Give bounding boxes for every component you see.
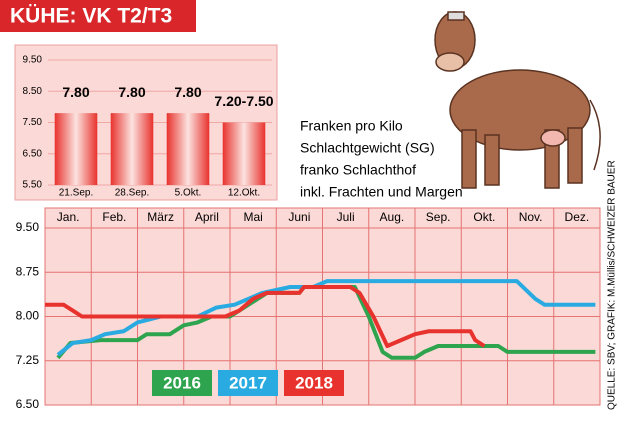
y-tick-label: 6.50	[23, 148, 43, 159]
legend-label: 2017	[229, 373, 267, 392]
x-tick-label: Feb.	[102, 210, 126, 224]
bar	[166, 113, 210, 185]
x-tick-label: Juli	[337, 210, 355, 224]
x-tick-label: Sep.	[426, 210, 451, 224]
x-tick-label: 21.Sep.	[59, 188, 93, 199]
legend-swatch	[152, 370, 212, 396]
bar	[54, 113, 98, 185]
y-tick-label: 5.50	[23, 180, 43, 191]
cow-leg	[484, 134, 500, 186]
bar	[222, 122, 266, 185]
source: QUELLE: SBV; GRAFIK: M.Müllis/SCHWEIZER …	[607, 160, 618, 410]
cow-tail	[589, 99, 601, 171]
series-line	[45, 285, 486, 348]
value-label: 7.80	[118, 84, 145, 100]
x-tick-label: 12.Okt.	[228, 188, 260, 199]
cow-muzzle	[435, 52, 465, 72]
cow-leg	[567, 127, 583, 184]
cow	[433, 0, 601, 189]
x-tick-label: Aug.	[380, 210, 405, 224]
y-tick-label: 7.50	[23, 117, 43, 128]
cow-udder	[540, 129, 566, 147]
y-tick-label: 6.50	[16, 397, 40, 411]
x-tick-label: Nov.	[519, 210, 543, 224]
note-line: Schlachtgewicht (SG)	[300, 140, 435, 156]
y-tick-label: 8.00	[16, 309, 40, 323]
y-tick-label: 8.50	[23, 86, 43, 97]
note-line: franko Schlachthof	[300, 162, 416, 178]
legend-label: 2018	[295, 373, 333, 392]
series-line	[56, 279, 596, 357]
x-tick-label: März	[147, 210, 174, 224]
cow-horns	[433, 0, 477, 15]
x-tick-label: 28.Sep.	[115, 188, 149, 199]
value-label: 7.80	[174, 84, 201, 100]
y-tick-label: 9.50	[23, 55, 43, 66]
value-label: 7.80	[62, 84, 89, 100]
bar	[110, 113, 154, 185]
x-tick-label: Jan.	[57, 210, 80, 224]
cow-tag	[447, 11, 465, 21]
cow-leg	[461, 129, 477, 189]
x-tick-label: 5.Okt.	[175, 188, 202, 199]
note-line: inkl. Frachten und Margen	[300, 184, 463, 200]
value-label: 7.20-7.50	[214, 93, 273, 109]
x-tick-label: Okt.	[473, 210, 495, 224]
legend-label: 2016	[163, 373, 201, 392]
x-tick-label: Dez.	[565, 210, 590, 224]
x-tick-label: April	[195, 210, 219, 224]
legend-swatch	[284, 370, 344, 396]
title: KÜHE: VK T2/T3	[10, 5, 172, 28]
y-tick-label: 8.75	[16, 264, 40, 278]
x-tick-label: Mai	[243, 210, 262, 224]
x-tick-label: Juni	[288, 210, 310, 224]
legend-swatch	[218, 370, 278, 396]
title-band	[0, 0, 196, 32]
note-line: Franken pro Kilo	[300, 118, 403, 134]
y-tick-label: 9.50	[16, 220, 40, 234]
y-tick-label: 7.25	[16, 353, 40, 367]
